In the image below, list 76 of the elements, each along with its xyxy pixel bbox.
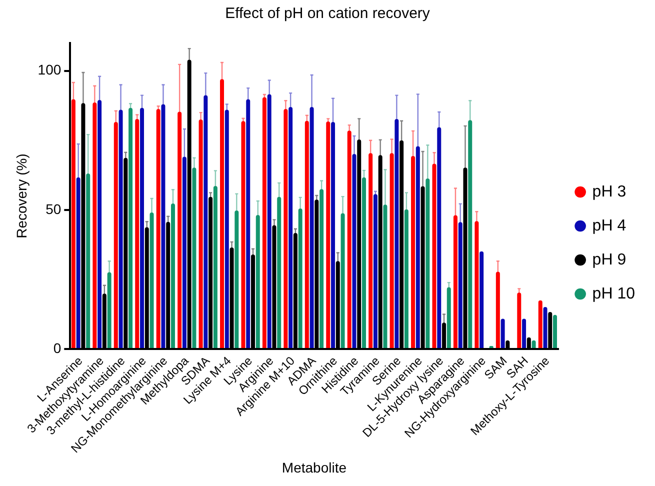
bar (170, 204, 175, 348)
x-axis-title: Metabolite (282, 459, 347, 476)
bar (522, 318, 526, 348)
bar (362, 177, 366, 348)
bar (394, 118, 399, 348)
bar (298, 208, 302, 348)
bar (135, 118, 140, 348)
bar (204, 95, 208, 348)
bar (446, 287, 451, 348)
y-tick-label: 50 (46, 200, 62, 217)
bar (161, 104, 166, 348)
bar (543, 307, 548, 348)
y-tick-label: 100 (38, 62, 62, 78)
bar (331, 122, 336, 348)
bar (432, 164, 436, 348)
bar (92, 102, 97, 348)
bar (326, 121, 330, 348)
bar (182, 156, 186, 348)
bar (538, 300, 542, 348)
bar (416, 146, 420, 348)
bar (178, 112, 182, 348)
bar (347, 130, 352, 348)
bar (246, 99, 250, 348)
bar (114, 122, 118, 348)
legend-label: pH 10 (592, 285, 636, 302)
bar (150, 212, 154, 348)
bar (411, 156, 416, 348)
y-axis-title: Recovery (%) (13, 154, 30, 238)
bar (320, 189, 324, 348)
bar (234, 210, 239, 348)
bar (517, 292, 522, 348)
bar (304, 120, 309, 348)
legend-label: pH 9 (592, 251, 626, 268)
bar (86, 173, 90, 348)
bar (352, 154, 356, 348)
bar (277, 196, 282, 348)
bar (458, 222, 462, 348)
bar (474, 221, 479, 348)
bar (373, 194, 378, 348)
bar (383, 204, 388, 348)
legend-label: pH 3 (592, 183, 626, 200)
bar (107, 272, 112, 348)
bar (368, 153, 373, 348)
bar (390, 153, 394, 348)
legend-label: pH 4 (592, 217, 626, 234)
bar (256, 214, 260, 348)
bar (192, 168, 196, 348)
bar (156, 108, 160, 348)
bar (284, 108, 288, 348)
bar (404, 209, 408, 348)
chart-title: Effect of pH on cation recovery (225, 5, 430, 22)
bar (453, 215, 458, 348)
bar (500, 318, 505, 348)
bar (310, 106, 314, 348)
bar (118, 110, 123, 348)
bar (213, 186, 218, 348)
bar (480, 251, 484, 348)
bar (198, 120, 203, 348)
y-tick-label: 0 (53, 340, 62, 356)
bar (340, 213, 345, 348)
bar (224, 110, 229, 348)
bar (262, 97, 266, 348)
bar (128, 108, 133, 348)
bar (437, 127, 442, 348)
bar (220, 79, 224, 348)
bar (468, 120, 472, 348)
bar (71, 99, 76, 348)
bar (496, 272, 500, 348)
bar (241, 121, 246, 348)
bar (267, 94, 272, 348)
bar (140, 108, 144, 348)
bar (98, 100, 102, 348)
bar (288, 106, 293, 348)
bar (76, 177, 80, 348)
bar (426, 178, 430, 348)
bar (553, 314, 558, 348)
